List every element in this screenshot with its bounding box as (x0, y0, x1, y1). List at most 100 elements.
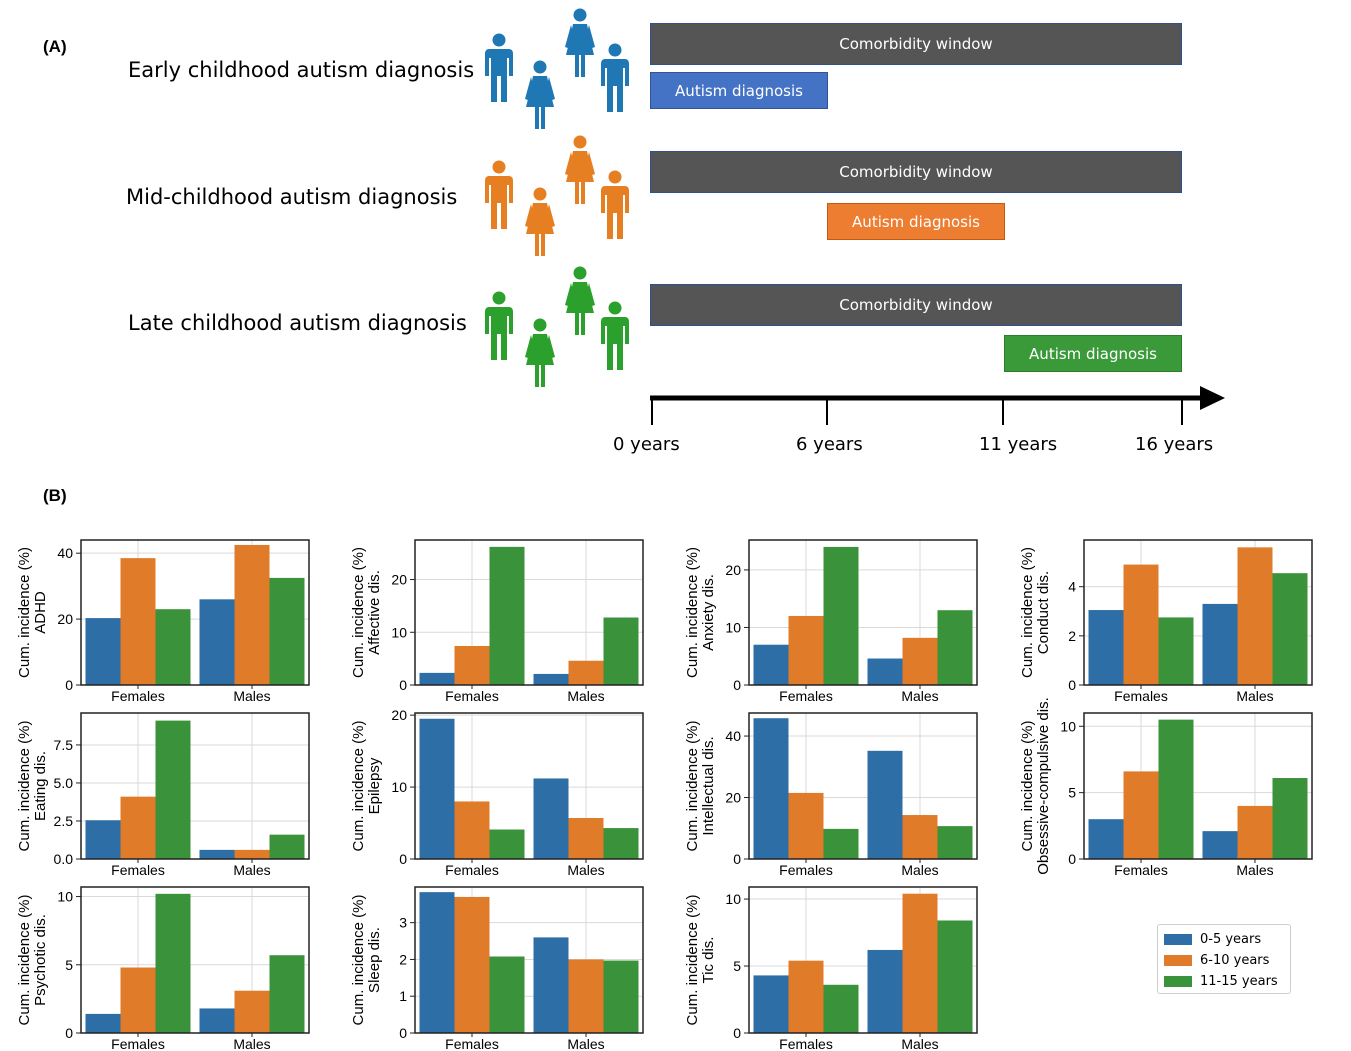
legend-item-6-10: 6-10 years (1164, 950, 1284, 971)
bar-males-series-2 (603, 617, 639, 685)
bar-males-series-0 (867, 750, 903, 859)
male-person-icon (601, 43, 629, 112)
bar-males-series-0 (533, 673, 569, 685)
bar-males-series-1 (568, 818, 604, 859)
bar-females-series-1 (788, 792, 824, 859)
bar-males-series-0 (199, 599, 235, 685)
legend-label: 6-10 years (1200, 953, 1270, 968)
y-tick-label: 3 (399, 915, 407, 931)
timeline-arrowhead (1200, 386, 1225, 410)
bar-females-series-2 (823, 984, 859, 1033)
y-axis-label: Cum. incidence (%)Tic dis. (684, 895, 717, 1026)
bar-females-series-0 (753, 644, 789, 685)
plot-frame (80, 886, 310, 1034)
bar-females-series-2 (1158, 617, 1194, 685)
chart-5: 0 10 20 Females Males Cum. incidence (%)Epile… (350, 707, 644, 878)
bar-females-series-1 (454, 896, 490, 1033)
y-tick-label: 5.0 (54, 775, 74, 791)
bar-males-series-0 (1202, 831, 1238, 859)
y-axis-label: Cum. incidence (%)Psychotic dis. (16, 895, 49, 1026)
legend-item-11-15: 11-15 years (1164, 971, 1284, 992)
x-tick-label: Females (779, 688, 833, 704)
bar-males-series-2 (937, 920, 973, 1033)
x-tick-label: Females (445, 1036, 499, 1051)
bar-females-series-0 (85, 618, 121, 685)
chart-7: 0 5 10 Females Males Cum. incidence (%)Obsess… (1019, 697, 1313, 878)
bar-males-series-2 (1272, 573, 1308, 685)
bar-males-series-1 (1237, 805, 1273, 859)
x-tick-label: Males (233, 862, 270, 878)
bar-males-series-1 (1237, 547, 1273, 685)
plot-frame (748, 539, 978, 686)
x-tick-label: Males (233, 688, 270, 704)
row-label-early: Early childhood autism diagnosis (128, 58, 475, 82)
bar-males-series-1 (234, 990, 270, 1033)
bar-males-series-0 (199, 849, 235, 859)
chart-0: 0 20 40 Females Males Cum. incidence (%)ADHD (16, 539, 310, 704)
people-icons (485, 8, 629, 387)
comorbidity-window-mid: Comorbidity window (650, 151, 1182, 193)
female-person-icon (525, 187, 555, 256)
bar-males-series-1 (902, 893, 938, 1033)
bar-males-series-1 (568, 959, 604, 1033)
y-axis-label: Cum. incidence (%)ADHD (16, 547, 49, 678)
x-tick-label: Females (111, 1036, 165, 1051)
x-tick-label: Males (901, 862, 938, 878)
female-person-icon (565, 135, 595, 204)
bar-females-series-0 (753, 718, 789, 859)
bar-males-series-2 (937, 826, 973, 859)
y-tick-label: 7.5 (54, 737, 74, 753)
bar-females-series-0 (85, 820, 121, 859)
y-tick-label: 10 (1060, 718, 1076, 734)
x-tick-label: Females (779, 1036, 833, 1051)
bar-males-series-1 (902, 637, 938, 685)
plot-frame (1083, 712, 1313, 860)
bar-males-series-2 (269, 834, 305, 859)
female-person-icon (565, 266, 595, 335)
plot-frame (414, 886, 644, 1034)
x-tick-label: Females (111, 688, 165, 704)
y-axis-label: Cum. incidence (%)Affective dis. (350, 547, 383, 678)
y-axis-label: Cum. incidence (%)Intellectual dis. (684, 721, 717, 852)
x-tick-label: Males (1236, 688, 1273, 704)
y-tick-label: 20 (725, 790, 741, 806)
bar-females-series-0 (419, 672, 455, 685)
x-tick-label: Males (567, 688, 604, 704)
timeline-axis (485, 8, 1225, 425)
row-label-mid: Mid-childhood autism diagnosis (126, 185, 458, 209)
bar-females-series-1 (120, 967, 156, 1033)
chart-3: 0 2 4 Females Males Cum. incidence (%)Conduct… (1019, 539, 1313, 704)
y-axis-label: Cum. incidence (%)Eating dis. (16, 721, 49, 852)
bar-males-series-1 (568, 660, 604, 685)
y-tick-label: 2 (1068, 628, 1076, 644)
x-tick-label: Males (233, 1036, 270, 1051)
panel-b-tag: (B) (43, 486, 67, 505)
autism-diagnosis-late: Autism diagnosis (1004, 335, 1182, 372)
bar-males-series-1 (902, 815, 938, 859)
bar-males-series-2 (937, 610, 973, 685)
bar-males-series-0 (199, 1008, 235, 1033)
timeline-label-11: 11 years (979, 434, 1058, 455)
bar-females-series-1 (454, 801, 490, 859)
bar-females-series-0 (419, 718, 455, 859)
chart-10: 0 5 10 Females Males Cum. incidence (%)Tic di… (684, 886, 978, 1051)
bar-males-series-0 (533, 937, 569, 1033)
y-tick-label: 0 (399, 1025, 407, 1041)
y-tick-label: 10 (725, 891, 741, 907)
y-tick-label: 0 (399, 677, 407, 693)
y-tick-label: 20 (391, 707, 407, 723)
bar-females-series-0 (419, 892, 455, 1033)
y-axis-label: Cum. incidence (%)Conduct dis. (1019, 547, 1052, 678)
female-person-icon (565, 8, 595, 77)
bar-females-series-2 (155, 609, 191, 685)
y-tick-label: 10 (57, 889, 73, 905)
y-tick-label: 20 (391, 572, 407, 588)
x-tick-label: Females (445, 862, 499, 878)
legend-label: 11-15 years (1200, 974, 1278, 989)
bar-males-series-2 (603, 828, 639, 859)
legend-item-0-5: 0-5 years (1164, 929, 1284, 950)
bar-males-series-0 (1202, 603, 1238, 685)
x-tick-label: Females (1114, 688, 1168, 704)
bar-males-series-0 (867, 658, 903, 685)
